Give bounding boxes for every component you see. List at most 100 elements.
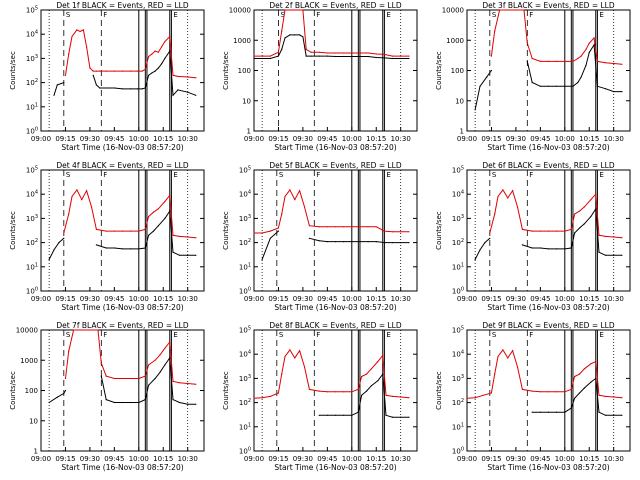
events-data-point	[318, 240, 320, 242]
lld-data-point	[187, 236, 189, 238]
lld-data-point	[318, 51, 320, 53]
lld-data-point	[385, 394, 387, 396]
lld-series-line	[253, 349, 409, 399]
lld-series-line	[254, 188, 409, 234]
marker-label-f: F	[316, 171, 320, 179]
lld-data-point	[523, 9, 525, 11]
events-data-point	[172, 251, 174, 253]
lld-data-point	[351, 226, 353, 228]
lld-data-point	[81, 329, 83, 331]
lld-data-point	[68, 213, 70, 215]
events-data-point	[583, 387, 586, 389]
x-tick-label: 09:45	[317, 455, 337, 463]
lld-data-point	[326, 391, 328, 393]
y-tick-exponent: 4	[461, 190, 464, 196]
marker-label-f: F	[529, 331, 533, 339]
x-tick-label: 09:15	[55, 295, 75, 303]
marker-label-f: F	[103, 11, 107, 19]
lld-data-point	[326, 52, 328, 54]
x-tick-label: 09:45	[104, 455, 124, 463]
events-data-point	[572, 85, 574, 87]
y-tick-exponent: 5	[461, 326, 464, 332]
x-tick-label: 09:45	[530, 295, 550, 303]
lld-data-point	[144, 68, 146, 70]
lld-data-point	[361, 375, 363, 378]
lld-data-point	[172, 74, 174, 76]
events-data-point	[343, 414, 345, 416]
y-tick-exponent: 3	[461, 374, 464, 380]
lld-data-point	[613, 62, 615, 65]
y-tick-label: 101	[26, 102, 38, 111]
y-tick-exponent: 1	[461, 262, 464, 268]
lld-data-point	[76, 29, 78, 31]
events-data-point	[113, 247, 115, 249]
lld-data-point	[318, 226, 320, 228]
events-data-point	[154, 377, 156, 380]
lld-data-point	[604, 235, 607, 237]
lld-data-point	[408, 231, 410, 233]
x-tick-label: 10:00	[555, 295, 575, 303]
lld-data-point	[113, 70, 115, 72]
lld-data-point	[71, 195, 73, 198]
lld-data-point	[63, 232, 65, 234]
marker-label-f: F	[103, 171, 107, 179]
x-tick-label: 10:00	[342, 295, 362, 303]
events-data-point	[621, 91, 623, 93]
lld-series-line	[490, 9, 622, 65]
marker-label-f: F	[103, 331, 107, 339]
x-tick-label: 10:00	[342, 135, 362, 143]
lld-data-point	[151, 53, 153, 55]
events-data-point	[382, 373, 384, 375]
lld-data-point	[391, 395, 394, 397]
x-tick-label: 10:00	[129, 455, 149, 463]
lld-data-point	[105, 70, 107, 72]
events-data-point	[157, 67, 159, 69]
events-data-point	[408, 416, 410, 418]
x-tick-label: 10:30	[178, 295, 198, 303]
y-tick-label: 1000	[233, 37, 251, 45]
lld-data-point	[178, 235, 181, 237]
events-data-point	[408, 242, 410, 244]
x-tick-label: 09:30	[506, 135, 526, 143]
lld-data-point	[90, 206, 93, 208]
events-data-point	[596, 85, 599, 87]
x-tick-label: 09:30	[293, 295, 313, 303]
lld-data-point	[499, 9, 501, 11]
lld-data-point	[400, 55, 402, 57]
marker-label-e: E	[386, 171, 390, 179]
lld-data-point	[164, 40, 166, 43]
x-tick-label: 09:30	[80, 135, 100, 143]
lld-data-point	[178, 382, 181, 384]
lld-data-point	[359, 226, 361, 228]
events-data-point	[595, 208, 597, 210]
panel-title: Det 6f BLACK = Events, RED = LLD	[482, 161, 615, 170]
lld-data-point	[570, 228, 572, 230]
events-data-point	[177, 89, 179, 91]
events-data-point	[48, 401, 50, 404]
lld-data-point	[269, 395, 271, 397]
plot-frame	[40, 9, 205, 132]
events-data-point	[161, 63, 163, 65]
lld-data-point	[261, 397, 263, 399]
panel-det-4: S F E09:00 09:15 09:30 09:45 10:00 10:15 10:3010…	[9, 161, 205, 312]
plot-frame	[40, 169, 205, 292]
x-axis-label: Start Time (16-Nov-03 08:57:20)	[61, 303, 183, 312]
panel-title: Det 3f BLACK = Events, RED = LLD	[482, 1, 615, 10]
events-data-point	[521, 244, 524, 246]
lld-data-point	[281, 213, 283, 215]
y-tick-label: 10	[242, 97, 251, 105]
lld-data-point	[172, 234, 174, 236]
events-series-line	[319, 372, 409, 418]
lld-data-point	[613, 396, 615, 398]
lld-data-point	[556, 230, 558, 232]
plot-frame	[253, 329, 418, 452]
x-axis-label: Start Time (16-Nov-03 08:57:20)	[487, 463, 609, 472]
events-data-point	[556, 85, 558, 87]
lld-data-point	[621, 397, 623, 399]
x-tick-label: 09:00	[31, 135, 51, 143]
lld-series-line	[254, 9, 409, 57]
lld-data-point	[308, 388, 310, 390]
events-data-point	[56, 84, 58, 86]
x-tick-label: 10:30	[604, 455, 624, 463]
lld-data-point	[130, 70, 132, 72]
